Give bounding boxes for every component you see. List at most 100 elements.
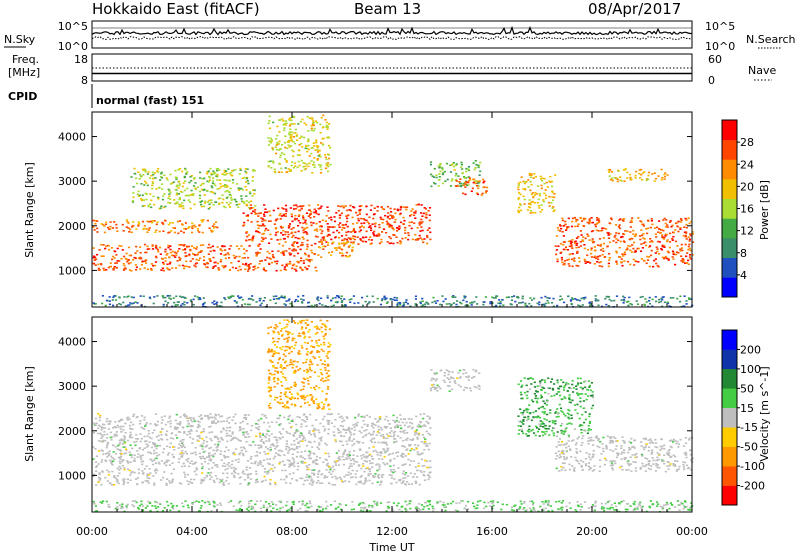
range-gate-cell — [135, 416, 138, 419]
range-gate-cell — [315, 482, 318, 484]
range-gate-cell — [688, 298, 691, 301]
range-gate-cell — [180, 482, 183, 485]
range-gate-cell — [352, 454, 355, 456]
range-gate-cell — [291, 161, 294, 163]
range-gate-cell — [301, 146, 304, 148]
range-gate-cell — [273, 466, 276, 469]
range-gate-cell — [391, 298, 394, 301]
range-gate-cell — [355, 483, 358, 486]
range-gate-cell — [569, 242, 573, 245]
range-gate-cell — [116, 467, 119, 470]
range-gate-cell — [575, 218, 578, 221]
range-gate-cell — [351, 469, 354, 472]
range-gate-cell — [225, 201, 229, 204]
range-gate-cell — [353, 238, 356, 241]
range-gate-cell — [118, 442, 121, 444]
range-gate-cell — [277, 250, 280, 252]
range-gate-cell — [364, 477, 367, 479]
range-gate-cell — [594, 223, 597, 226]
range-gate-cell — [679, 221, 683, 223]
range-gate-cell — [313, 427, 316, 430]
range-gate-cell — [665, 219, 668, 221]
range-gate-cell — [341, 226, 344, 229]
range-gate-cell — [309, 413, 312, 416]
range-gate-cell — [322, 425, 325, 428]
range-gate-cell — [285, 250, 288, 252]
range-gate-cell — [297, 209, 301, 212]
range-gate-cell — [188, 465, 191, 468]
range-gate-cell — [303, 136, 306, 139]
range-gate-cell — [290, 137, 293, 139]
range-gate-cell — [319, 246, 322, 249]
range-gate-cell — [173, 446, 176, 448]
range-gate-cell — [256, 251, 259, 254]
range-gate-cell — [477, 184, 480, 187]
range-gate-cell — [558, 223, 562, 226]
range-gate-cell — [350, 434, 353, 436]
range-gate-cell — [421, 215, 424, 217]
range-gate-cell — [357, 465, 361, 467]
range-gate-cell — [667, 258, 670, 260]
range-gate-cell — [367, 302, 370, 305]
range-gate-cell — [148, 296, 151, 299]
range-gate-cell — [675, 442, 678, 445]
range-gate-cell — [583, 247, 586, 250]
range-gate-cell — [620, 261, 623, 263]
range-gate-cell — [408, 221, 411, 224]
range-gate-cell — [620, 299, 623, 301]
range-gate-cell — [384, 298, 387, 300]
range-gate-cell — [676, 440, 679, 443]
range-gate-cell — [308, 260, 311, 263]
range-gate-cell — [151, 248, 155, 250]
range-gate-cell — [206, 444, 209, 447]
range-gate-cell — [255, 301, 258, 303]
range-gate-cell — [179, 444, 182, 447]
range-gate-cell — [571, 217, 575, 220]
range-gate-cell — [181, 202, 184, 204]
range-gate-cell — [389, 298, 392, 301]
range-gate-cell — [380, 452, 383, 454]
range-gate-cell — [189, 194, 193, 196]
range-gate-cell — [149, 423, 152, 425]
power-colorbar-tick-label: 4 — [740, 269, 747, 282]
range-gate-cell — [346, 443, 349, 446]
range-gate-cell — [477, 164, 480, 167]
range-gate-cell — [165, 484, 168, 486]
range-gate-cell — [330, 238, 333, 241]
range-gate-cell — [160, 479, 163, 481]
range-gate-cell — [441, 167, 444, 169]
range-gate-cell — [143, 468, 146, 470]
range-gate-cell — [315, 270, 318, 272]
range-gate-cell — [183, 267, 186, 270]
range-gate-cell — [100, 440, 103, 443]
range-gate-cell — [642, 225, 645, 227]
range-gate-cell — [236, 245, 239, 247]
range-gate-cell — [679, 226, 682, 229]
range-gate-cell — [583, 225, 586, 227]
range-gate-cell — [122, 301, 125, 304]
range-gate-cell — [304, 439, 307, 442]
range-gate-cell — [662, 296, 665, 298]
range-gate-cell — [451, 295, 454, 298]
range-gate-cell — [396, 435, 400, 437]
range-gate-cell — [402, 445, 405, 447]
range-gate-cell — [160, 171, 163, 174]
range-gate-cell — [92, 255, 96, 258]
range-gate-cell — [363, 416, 366, 419]
range-gate-cell — [138, 257, 142, 260]
range-gate-cell — [264, 227, 268, 230]
y-tick-label: 3000 — [58, 175, 86, 188]
range-gate-cell — [161, 188, 164, 190]
range-gate-cell — [172, 227, 175, 229]
range-gate-cell — [630, 219, 633, 222]
range-gate-cell — [518, 206, 521, 209]
range-gate-cell — [289, 426, 292, 429]
range-gate-cell — [97, 413, 100, 415]
range-gate-cell — [438, 386, 441, 388]
range-gate-cell — [169, 191, 172, 194]
range-gate-cell — [404, 483, 407, 486]
range-gate-cell — [208, 447, 211, 450]
range-gate-cell — [426, 474, 430, 476]
range-gate-cell — [243, 252, 246, 255]
range-gate-cell — [685, 223, 688, 226]
